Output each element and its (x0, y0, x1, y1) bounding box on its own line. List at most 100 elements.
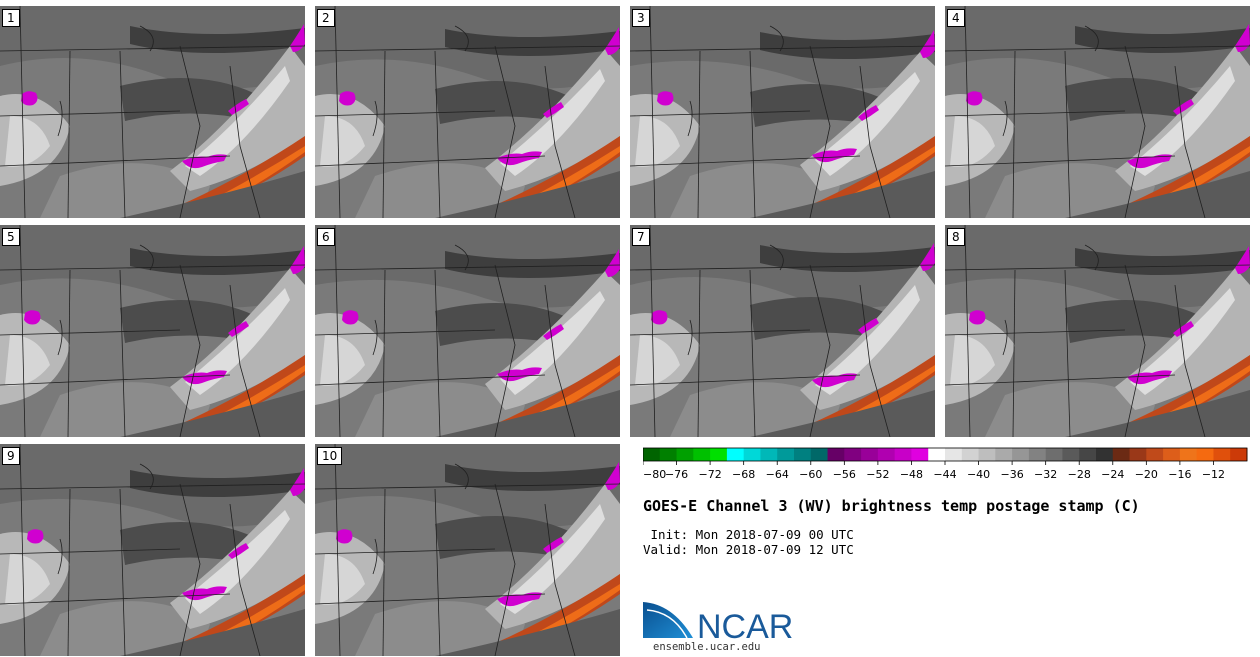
colorbar-tick-label: −72 (699, 468, 722, 481)
cold-cloud-top (336, 529, 353, 544)
brightness-temp-field (500, 504, 605, 614)
cold-cloud-top (969, 310, 986, 325)
state-borders (315, 225, 620, 437)
state-borders (0, 444, 305, 656)
brightness-temp-field (435, 609, 620, 656)
border-line (67, 50, 71, 218)
border-line (315, 374, 546, 386)
border-line (372, 319, 378, 356)
border-line (179, 264, 201, 437)
border-line (1002, 100, 1008, 137)
border-line (57, 538, 63, 575)
brightness-temp-field (435, 516, 575, 559)
colorbar-swatch (1179, 448, 1198, 461)
border-line (859, 65, 891, 218)
water-vapor-map (315, 444, 620, 656)
cold-cloud-top (497, 151, 542, 166)
ensemble-member-panel: 5 (0, 225, 305, 437)
border-line (630, 264, 935, 271)
border-line (315, 593, 546, 605)
border-line (19, 225, 26, 437)
border-line (630, 329, 811, 336)
brightness-temp-field (40, 601, 210, 656)
colorbar-swatch (861, 448, 879, 461)
water-vapor-map (0, 225, 305, 437)
state-borders (315, 444, 620, 656)
cold-cloud-top (920, 30, 935, 58)
brightness-temp-field (130, 26, 305, 54)
cold-cloud-top (1173, 321, 1194, 337)
border-line (67, 269, 71, 437)
border-line (494, 483, 516, 656)
brightness-temp-field (445, 464, 620, 492)
member-number-label: 5 (2, 228, 20, 246)
brightness-temp-field (5, 116, 50, 167)
ensemble-member-panel: 9 (0, 444, 305, 656)
colorbar-swatch (1012, 448, 1030, 461)
border-line (382, 50, 386, 218)
border-line (0, 329, 181, 336)
border-line (749, 269, 756, 437)
init-time: Init: Mon 2018-07-09 00 UTC (643, 527, 854, 542)
colorbar-swatch (1028, 448, 1047, 461)
brightness-temp-field (1065, 78, 1205, 121)
member-number-label: 1 (2, 9, 20, 27)
border-line (544, 65, 576, 218)
border-line (0, 155, 231, 167)
member-number-label: 9 (2, 447, 20, 465)
cold-cloud-top (339, 91, 356, 106)
ensemble-member-panel: 10 (315, 444, 620, 656)
colorbar-swatch (1079, 448, 1097, 461)
brightness-temp-field (120, 300, 260, 343)
border-line (630, 110, 811, 117)
water-vapor-map (945, 6, 1250, 218)
colorbar-swatch (760, 448, 778, 461)
border-line (57, 319, 63, 356)
border-line (1084, 244, 1099, 271)
colorbar-swatch (1112, 448, 1131, 461)
cold-cloud-top (858, 105, 879, 121)
border-line (334, 6, 341, 218)
border-line (334, 225, 341, 437)
ncar-logo: NCAR (643, 600, 793, 646)
cold-cloud-top (182, 370, 227, 385)
cold-cloud-top (27, 529, 44, 544)
border-line (0, 374, 231, 386)
state-borders (630, 6, 935, 218)
border-line (434, 488, 441, 656)
state-borders (630, 225, 935, 437)
border-line (649, 6, 656, 218)
colorbar-tick-label: −80 (643, 468, 666, 481)
brightness-temp-field (185, 288, 290, 395)
brightness-temp-field (1065, 171, 1250, 218)
border-line (229, 503, 261, 656)
colorbar-swatch (1163, 448, 1181, 461)
border-line (382, 488, 386, 656)
border-line (630, 374, 861, 386)
border-line (139, 25, 154, 52)
cold-cloud-top (920, 243, 935, 271)
colorbar-swatch (961, 448, 980, 461)
colorbar-swatch (1096, 448, 1114, 461)
border-line (119, 50, 126, 218)
border-line (434, 50, 441, 218)
colorbar-swatch (1045, 448, 1063, 461)
border-line (19, 444, 26, 656)
border-line (649, 225, 656, 437)
border-line (544, 284, 576, 437)
border-line (372, 100, 378, 137)
border-line (945, 155, 1176, 167)
brightness-temp-field (760, 245, 935, 273)
member-number-label: 4 (947, 9, 965, 27)
border-line (1064, 269, 1071, 437)
border-line (544, 503, 576, 656)
border-line (630, 45, 935, 52)
brightness-temp-field (120, 522, 260, 565)
border-line (964, 6, 971, 218)
cold-cloud-top (858, 318, 879, 334)
brightness-temp-field (950, 335, 995, 386)
colorbar-tick-label: −68 (732, 468, 755, 481)
brightness-temp-field (750, 390, 935, 437)
border-line (859, 284, 891, 437)
colorbar-swatch (743, 448, 761, 461)
